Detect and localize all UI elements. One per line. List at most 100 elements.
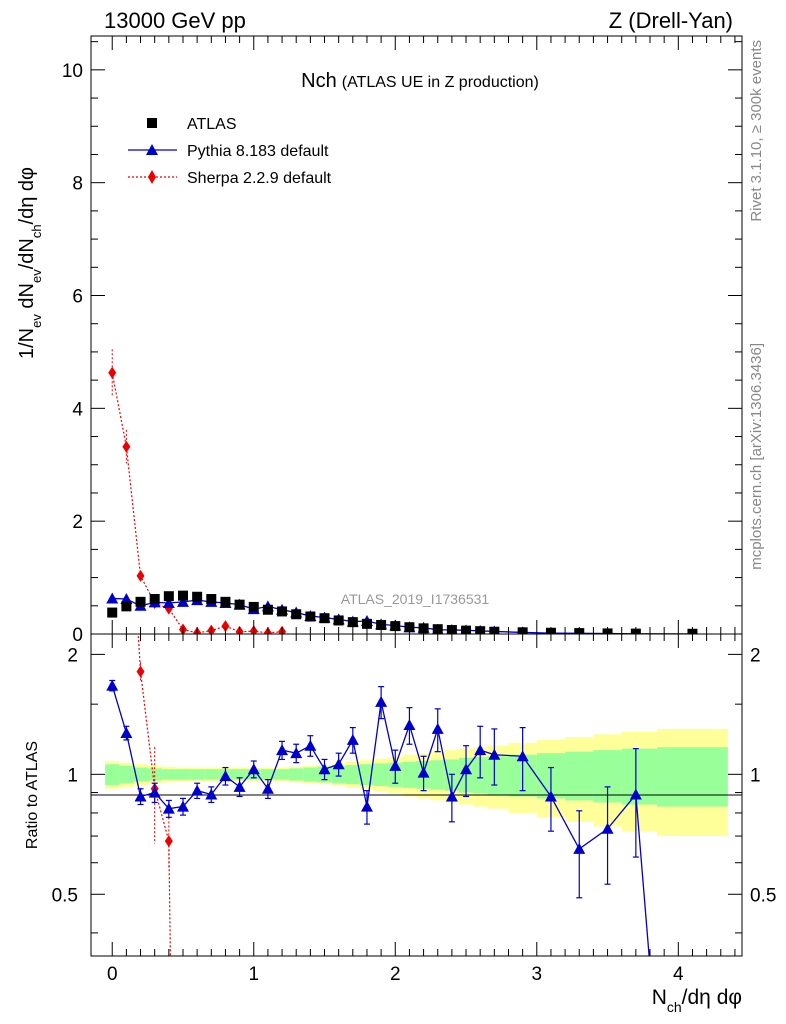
- band-inner-bin: [303, 767, 318, 782]
- atlas-point: [262, 604, 273, 615]
- band-inner-bin: [175, 769, 191, 780]
- x-tick-label: 3: [532, 964, 543, 985]
- atlas-point: [149, 594, 160, 605]
- ratio-y-axis-label: Ratio to ATLAS: [24, 741, 41, 849]
- band-inner-bin: [274, 769, 290, 780]
- sherpa-ratio-point: [108, 335, 116, 347]
- band-inner-bin: [345, 765, 360, 785]
- analysis-watermark: ATLAS_2019_I1736531: [341, 591, 490, 607]
- legend-label-sherpa: Sherpa 2.2.9 default: [187, 170, 332, 187]
- sherpa-point: [221, 620, 230, 633]
- main-y-tick-label: 4: [72, 399, 83, 420]
- atlas-point: [163, 591, 174, 602]
- sherpa-point: [122, 440, 131, 453]
- ratio-y-tick-label-left: 1: [67, 765, 78, 786]
- main-y-tick-label: 0: [72, 625, 83, 646]
- ratio-y-tick-label-right: 2: [750, 645, 761, 666]
- main-y-tick-label: 2: [72, 512, 83, 533]
- band-inner-bin: [565, 751, 594, 801]
- legend-marker-pythia: [146, 144, 158, 155]
- atlas-point: [206, 594, 217, 605]
- pythia-ratio-point: [460, 763, 473, 775]
- atlas-point: [234, 599, 245, 610]
- plot-title: Nch (ATLAS UE in Z production): [301, 70, 539, 92]
- pythia-ratio-point: [431, 722, 444, 734]
- ratio-y-tick-label-left: 0.5: [52, 885, 78, 906]
- pythia-ratio-point: [162, 802, 175, 814]
- ratio-y-tick-label-left: 2: [67, 645, 78, 666]
- main-y-axis-label: 1/Nev dNev/dNch/dη dφ: [16, 167, 44, 359]
- band-inner-bin: [147, 768, 162, 781]
- atlas-point: [248, 601, 259, 612]
- band-inner-bin: [402, 761, 417, 788]
- pythia-ratio-point: [120, 726, 133, 738]
- plot-title-main: Nch: [301, 70, 337, 92]
- legend-label-pythia: Pythia 8.183 default: [187, 143, 329, 160]
- pythia-ratio-point: [474, 744, 487, 756]
- band-inner-bin: [204, 769, 219, 780]
- band-inner-bin: [190, 769, 205, 780]
- ratio-plot-frame: [90, 633, 743, 957]
- header-process-label: Z (Drell-Yan): [609, 8, 733, 33]
- atlas-point: [319, 613, 330, 624]
- pythia-point: [162, 596, 175, 608]
- x-tick-label: 1: [248, 964, 259, 985]
- pythia-ratio-point: [417, 766, 430, 778]
- pythia-ratio-point: [276, 744, 289, 756]
- rivet-version-label: Rivet 3.1.10, ≥ 300k events: [748, 40, 765, 222]
- pythia-ratio-point: [629, 788, 642, 800]
- band-inner-bin: [430, 760, 445, 790]
- pythia-ratio-point: [134, 790, 147, 802]
- atlas-point: [121, 601, 132, 612]
- pythia-ratio-point: [106, 679, 119, 691]
- legend-label-atlas: ATLAS: [187, 116, 237, 133]
- atlas-point: [333, 615, 344, 626]
- pythia-ratio-point: [219, 770, 232, 782]
- legend-marker-atlas: [147, 118, 157, 128]
- atlas-point: [361, 618, 372, 629]
- pythia-ratio-point: [176, 800, 189, 812]
- band-inner-bin: [289, 768, 304, 781]
- atlas-point: [135, 596, 146, 607]
- x-tick-label: 4: [673, 964, 684, 985]
- x-tick-label: 2: [390, 964, 401, 985]
- pythia-ratio-point: [191, 784, 204, 796]
- sherpa-point: [136, 569, 145, 582]
- main-y-tick-label: 10: [62, 61, 83, 82]
- atlas-point: [107, 607, 118, 618]
- x-axis-label: Nch/dη dφ: [652, 986, 742, 1015]
- ratio-plot-data: [106, 335, 650, 956]
- ratio-uncertainty-bands: [105, 728, 728, 837]
- pythia-ratio-point: [247, 763, 260, 775]
- atlas-point: [192, 591, 203, 602]
- pythia-point: [176, 595, 189, 607]
- pythia-ratio-point: [573, 842, 586, 854]
- band-inner-bin: [119, 765, 134, 784]
- pythia-ratio-point: [205, 788, 218, 800]
- band-inner-bin: [232, 769, 247, 780]
- band-inner-bin: [374, 763, 389, 786]
- band-inner-bin: [260, 769, 275, 780]
- pythia-ratio-point: [304, 739, 317, 751]
- pythia-ratio-point: [332, 758, 345, 770]
- plot-title-sub: (ATLAS UE in Z production): [342, 74, 539, 91]
- pythia-ratio-point: [375, 695, 388, 707]
- atlas-point: [177, 590, 188, 601]
- legend: ATLAS Pythia 8.183 default Sherpa 2.2.9 …: [128, 116, 332, 187]
- pythia-ratio-point: [601, 822, 614, 834]
- pythia-ratio-point: [261, 782, 274, 794]
- main-y-tick-label: 8: [72, 174, 83, 195]
- pythia-ratio-point: [516, 750, 529, 762]
- legend-marker-sherpa: [148, 170, 156, 184]
- pythia-ratio-point: [233, 780, 246, 792]
- x-tick-label: 0: [107, 964, 118, 985]
- atlas-point: [220, 596, 231, 607]
- main-y-tick-label: 6: [72, 287, 83, 308]
- band-inner-bin: [487, 756, 509, 795]
- pythia-ratio-point: [346, 733, 359, 745]
- mcplots-source-label: mcplots.cern.ch [arXiv:1306.3436]: [748, 343, 765, 570]
- pythia-ratio-point: [389, 759, 402, 771]
- atlas-point: [277, 606, 288, 617]
- pythia-ratio-point: [544, 790, 557, 802]
